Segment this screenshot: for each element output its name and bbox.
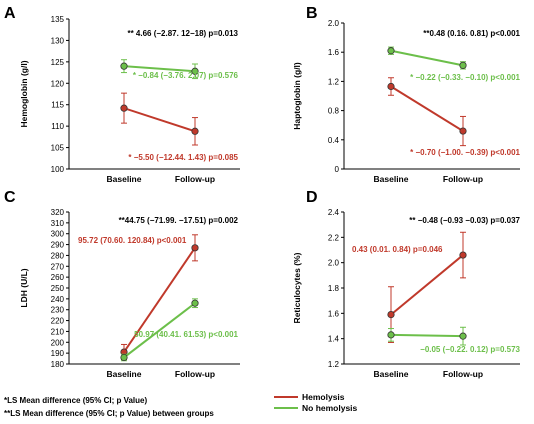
data-point-no-hemolysis bbox=[459, 332, 467, 340]
y-tick-label: 210 bbox=[51, 327, 65, 336]
y-tick-label: 135 bbox=[51, 15, 65, 24]
panel-d: D 1.2 1.4 1.6 1.8 2.0 2.2 2.4 Reticulocytes (%) B… bbox=[292, 189, 521, 379]
y-tick-label: 230 bbox=[51, 306, 65, 315]
footnote: **LS Mean difference (95% CI; p Value) b… bbox=[4, 409, 214, 418]
panel-label-a: A bbox=[4, 5, 16, 22]
y-tick-label: 110 bbox=[51, 122, 64, 131]
data-point-hemolysis bbox=[120, 104, 128, 112]
y-tick-label: 100 bbox=[51, 165, 65, 174]
y-tick-label: 1.6 bbox=[328, 48, 340, 57]
data-point-no-hemolysis bbox=[120, 62, 128, 70]
data-point-hemolysis bbox=[387, 82, 395, 91]
y-axis-label: Haptoglobin (g/l) bbox=[292, 62, 302, 130]
y-axis-label: Hemoglobin (g/l) bbox=[19, 60, 29, 127]
data-point-no-hemolysis bbox=[191, 67, 199, 75]
annotation-hemolysis: * −5.50 (−12.44. 1.43) p=0.085 bbox=[128, 153, 238, 162]
annotation-between-groups: ** 4.66 (−2.87. 12−18) p=0.013 bbox=[127, 29, 238, 38]
y-tick-label: 105 bbox=[51, 144, 65, 153]
annotation-no-hemolysis: 50.97 (40.41. 61.53) p<0.001 bbox=[134, 330, 238, 339]
y-tick-label: 310 bbox=[51, 219, 65, 228]
y-tick-label: 1.4 bbox=[328, 335, 340, 344]
y-tick-label: 115 bbox=[51, 101, 64, 110]
y-tick-label: 220 bbox=[51, 317, 65, 326]
series-line-no-hemolysis bbox=[123, 65, 196, 73]
y-axis-label: LDH (U/L) bbox=[19, 268, 29, 307]
annotation-hemolysis: 0.43 (0.01. 0.84) p=0.046 bbox=[352, 245, 443, 254]
panel-label-c: C bbox=[4, 189, 16, 206]
data-point-no-hemolysis bbox=[387, 331, 395, 339]
panel-a: A 100 105 110 115 120 125 130 135 Hemoglobin (g/l… bbox=[4, 5, 240, 184]
data-point-hemolysis bbox=[191, 244, 199, 252]
data-point-hemolysis bbox=[459, 251, 467, 259]
y-tick-label: 130 bbox=[51, 36, 65, 45]
y-tick-label: 2.0 bbox=[328, 259, 340, 268]
y-tick-label: 320 bbox=[51, 208, 65, 217]
y-tick-label: 280 bbox=[51, 251, 65, 260]
x-tick-label: Follow-up bbox=[443, 174, 483, 184]
annotation-between-groups: ** −0.48 (−0.93 −0.03) p=0.037 bbox=[409, 216, 520, 225]
annotation-hemolysis: * −0.70 (−1.00. −0.39) p<0.001 bbox=[410, 148, 520, 157]
legend-label: No hemolysis bbox=[302, 403, 358, 413]
y-tick-label: 1.2 bbox=[328, 77, 340, 86]
series-line-hemolysis bbox=[390, 85, 464, 132]
data-point-no-hemolysis bbox=[120, 353, 128, 362]
y-tick-label: 0.4 bbox=[328, 136, 340, 145]
y-tick-label: 240 bbox=[51, 295, 65, 304]
y-tick-label: 180 bbox=[51, 360, 65, 369]
y-tick-label: 2.2 bbox=[328, 233, 340, 242]
y-tick-label: 0.8 bbox=[328, 107, 340, 116]
x-tick-label: Baseline bbox=[107, 174, 142, 184]
panel-label-b: B bbox=[306, 5, 318, 22]
y-axis-label: Reticulocytes (%) bbox=[292, 252, 302, 323]
series-line-no-hemolysis bbox=[390, 49, 464, 67]
annotation-no-hemolysis: * −0.22 (−0.33. −0.10) p<0.001 bbox=[410, 73, 520, 82]
panel-b: B 0 0.4 0.8 1.2 1.6 2.0 Haptoglobin (g/l) Baseli… bbox=[292, 5, 521, 184]
x-tick-label: Follow-up bbox=[443, 369, 483, 379]
series-line-hemolysis bbox=[390, 254, 464, 316]
y-tick-label: 1.8 bbox=[328, 284, 340, 293]
data-point-hemolysis bbox=[387, 310, 395, 319]
annotation-between-groups: **44.75 (−71.99. −17.51) p=0.002 bbox=[119, 216, 239, 225]
footnotes: *LS Mean difference (95% CI; p Value) **L… bbox=[4, 396, 214, 418]
y-tick-label: 1.2 bbox=[328, 360, 340, 369]
y-tick-label: 1.6 bbox=[328, 309, 340, 318]
x-tick-label: Baseline bbox=[107, 369, 142, 379]
x-tick-label: Baseline bbox=[374, 174, 409, 184]
data-point-no-hemolysis bbox=[191, 299, 199, 307]
series-line-no-hemolysis bbox=[123, 302, 196, 359]
panel-label-d: D bbox=[306, 189, 318, 206]
legend-label: Hemolysis bbox=[302, 392, 345, 402]
x-tick-label: Follow-up bbox=[175, 174, 215, 184]
annotation-no-hemolysis: * −0.84 (−3.76. 2.07) p=0.576 bbox=[133, 71, 239, 80]
y-tick-label: 125 bbox=[51, 58, 65, 67]
data-point-no-hemolysis bbox=[387, 47, 395, 55]
y-tick-label: 2.0 bbox=[328, 19, 340, 28]
x-tick-label: Baseline bbox=[374, 369, 409, 379]
y-tick-label: 250 bbox=[51, 284, 65, 293]
annotation-hemolysis: 95.72 (70.60. 120.84) p<0.001 bbox=[78, 236, 187, 245]
data-point-hemolysis bbox=[459, 127, 467, 135]
y-tick-label: 270 bbox=[51, 262, 65, 271]
y-tick-label: 200 bbox=[51, 338, 65, 347]
annotation-between-groups: **0.48 (0.16. 0.81) p<0.001 bbox=[423, 29, 520, 38]
y-tick-label: 260 bbox=[51, 273, 65, 282]
data-point-hemolysis bbox=[191, 127, 199, 135]
y-tick-label: 290 bbox=[51, 241, 65, 250]
annotation-no-hemolysis: −0.05 (−0.22. 0.12) p=0.573 bbox=[420, 345, 520, 354]
y-tick-label: 190 bbox=[51, 349, 65, 358]
y-tick-label: 2.4 bbox=[328, 208, 340, 217]
series-line-hemolysis bbox=[123, 107, 196, 133]
y-tick-label: 120 bbox=[51, 79, 65, 88]
x-tick-label: Follow-up bbox=[175, 369, 215, 379]
series-line-hemolysis bbox=[123, 247, 196, 353]
y-tick-label: 300 bbox=[51, 230, 65, 239]
footnote: *LS Mean difference (95% CI; p Value) bbox=[4, 396, 147, 405]
y-tick-label: 0 bbox=[335, 165, 340, 174]
series-line-no-hemolysis bbox=[390, 333, 464, 338]
data-point-no-hemolysis bbox=[459, 61, 467, 69]
